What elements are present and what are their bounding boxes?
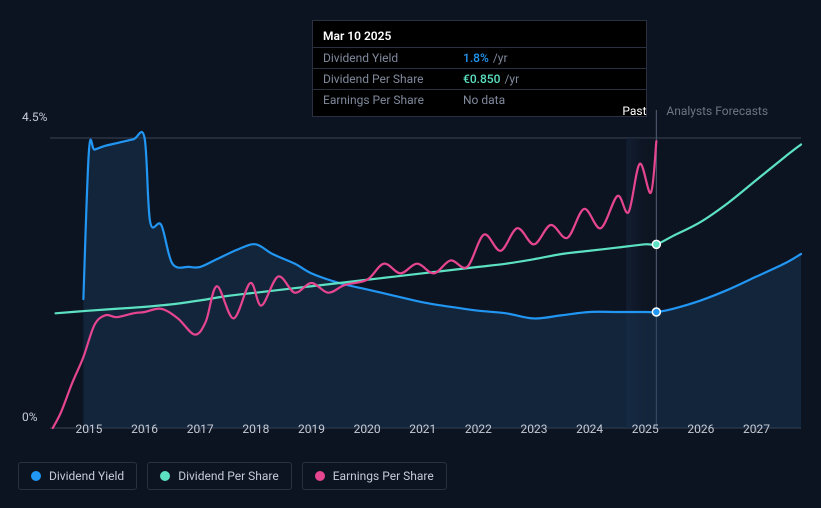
legend-item-earnings-per-share[interactable]: Earnings Per Share <box>302 462 447 490</box>
tooltip-row-unit: /yr <box>504 72 519 86</box>
x-axis-tick: 2018 <box>242 422 269 436</box>
tooltip-row: Dividend Yield1.8% /yr <box>313 47 646 68</box>
x-axis-tick: 2016 <box>131 422 158 436</box>
x-axis-tick: 2024 <box>576 422 603 436</box>
legend-label: Dividend Per Share <box>178 469 279 483</box>
x-axis-tick: 2021 <box>409 422 436 436</box>
legend-swatch <box>31 471 41 481</box>
x-axis: 2015 2016 2017 2018 2019 2020 2021 2022 2023 2024… <box>18 418 803 438</box>
tooltip-row-value: €0.850 <box>463 72 500 86</box>
x-axis-tick: 2015 <box>75 422 102 436</box>
x-axis-tick: 2022 <box>465 422 492 436</box>
x-axis-tick: 2025 <box>632 422 659 436</box>
x-axis-tick: 2026 <box>687 422 714 436</box>
tooltip-row-value: 1.8% <box>463 51 489 65</box>
tooltip-row-label: Dividend Per Share <box>323 72 463 86</box>
legend-swatch <box>315 471 325 481</box>
x-axis-tick: 2023 <box>520 422 547 436</box>
tooltip-row: Dividend Per Share€0.850/yr <box>313 68 646 89</box>
x-axis-tick: 2020 <box>354 422 381 436</box>
x-axis-tick: 2019 <box>298 422 325 436</box>
legend-item-dividend-per-share[interactable]: Dividend Per Share <box>147 462 292 490</box>
legend-label: Earnings Per Share <box>333 469 434 483</box>
tooltip-row-label: Dividend Yield <box>323 51 463 65</box>
chart-svg <box>18 100 803 458</box>
legend-swatch <box>160 471 170 481</box>
chart-legend: Dividend Yield Dividend Per Share Earnings… <box>18 462 447 490</box>
chart-plot-area[interactable]: 4.5% 0% Past Analysts Forecasts <box>18 100 803 458</box>
x-axis-tick: 2017 <box>187 422 214 436</box>
legend-label: Dividend Yield <box>49 469 124 483</box>
x-axis-tick: 2027 <box>743 422 770 436</box>
legend-item-dividend-yield[interactable]: Dividend Yield <box>18 462 137 490</box>
tooltip-date: Mar 10 2025 <box>313 27 646 47</box>
tooltip-row-unit: /yr <box>493 51 508 65</box>
